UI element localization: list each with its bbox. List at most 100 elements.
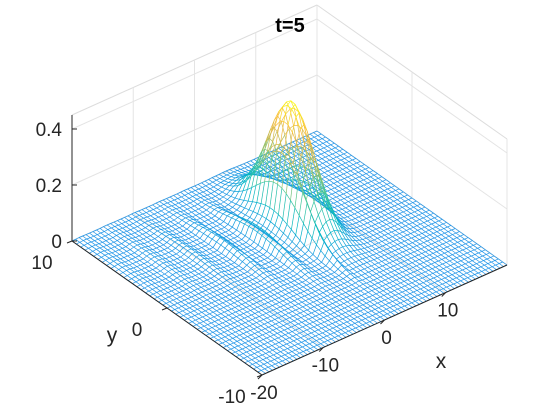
mesh-segment <box>138 235 144 240</box>
mesh-segment <box>260 278 265 282</box>
mesh-segment <box>218 172 223 175</box>
mesh-segment <box>104 254 110 259</box>
mesh-segment <box>276 288 282 292</box>
mesh-segment <box>201 266 206 271</box>
mesh-segment <box>454 228 460 232</box>
mesh-segment <box>329 158 334 161</box>
mesh-segment <box>103 250 109 254</box>
mesh-segment <box>226 172 231 176</box>
mesh-segment <box>233 320 238 324</box>
mesh-segment <box>229 299 235 304</box>
mesh-segment <box>303 160 308 163</box>
mesh-segment <box>222 172 227 176</box>
mesh-segment <box>400 242 406 247</box>
mesh-segment <box>271 278 276 281</box>
mesh-segment <box>176 251 181 255</box>
mesh-segment <box>444 231 449 234</box>
mesh-segment <box>278 173 283 181</box>
mesh-segment <box>294 285 300 289</box>
mesh-segment <box>208 224 214 228</box>
mesh-segment <box>287 306 292 309</box>
mesh-segment <box>219 262 224 265</box>
mesh-segment <box>400 262 406 267</box>
mesh-segment <box>378 182 384 187</box>
mesh-segment <box>225 319 230 322</box>
mesh-segment <box>308 167 313 170</box>
mesh-segment <box>186 289 191 293</box>
mesh-segment <box>322 221 327 227</box>
mesh-segment <box>231 266 236 270</box>
mesh-segment <box>224 240 229 244</box>
mesh-segment <box>131 237 137 242</box>
mesh-segment <box>100 231 105 234</box>
mesh-segment <box>244 226 250 237</box>
mesh-segment <box>254 288 259 293</box>
mesh-segment <box>435 245 440 248</box>
mesh-segment <box>204 244 209 247</box>
mesh-segment <box>213 225 217 228</box>
mesh-segment <box>371 270 377 274</box>
mesh-segment <box>404 220 410 225</box>
mesh-segment <box>172 233 177 235</box>
mesh-segment <box>285 108 291 115</box>
mesh-segment <box>321 206 326 210</box>
mesh-segment <box>269 271 275 275</box>
mesh-segment <box>286 179 291 186</box>
mesh-segment <box>238 190 244 192</box>
mesh-segment <box>365 231 370 235</box>
mesh-segment <box>224 291 230 296</box>
mesh-segment <box>198 273 204 278</box>
mesh-segment <box>348 219 352 222</box>
mesh-segment <box>282 193 287 220</box>
mesh-segment <box>393 219 398 222</box>
mesh-segment <box>323 295 328 298</box>
mesh-segment <box>246 217 251 222</box>
mesh-segment <box>268 260 273 263</box>
mesh-segment <box>144 285 149 289</box>
mesh-segment <box>307 230 313 239</box>
mesh-segment <box>182 310 188 315</box>
mesh-segment <box>335 216 341 227</box>
mesh-segment <box>305 171 311 187</box>
mesh-segment <box>222 262 228 267</box>
mesh-segment <box>219 218 224 222</box>
mesh-segment <box>97 238 103 243</box>
mesh-segment <box>423 242 429 246</box>
mesh-segment <box>281 289 285 292</box>
mesh-segment <box>234 173 239 176</box>
mesh-segment <box>198 316 203 319</box>
mesh-segment <box>248 209 254 212</box>
mesh-segment <box>378 267 384 271</box>
mesh-segment <box>310 286 315 289</box>
mesh-segment <box>347 234 353 241</box>
mesh-segment <box>288 154 294 164</box>
mesh-segment <box>168 209 173 213</box>
mesh-segment <box>328 193 333 196</box>
mesh-segment <box>229 278 235 283</box>
mesh-segment <box>160 249 165 252</box>
mesh-segment <box>180 236 186 241</box>
mesh-segment <box>256 202 262 204</box>
mesh-segment <box>186 313 192 318</box>
mesh-segment <box>404 240 410 245</box>
mesh-segment <box>216 308 221 312</box>
mesh-segment <box>246 285 251 288</box>
mesh-segment <box>153 213 159 218</box>
mesh-segment <box>377 173 383 177</box>
mesh-segment <box>364 207 369 210</box>
mesh-segment <box>130 252 135 255</box>
mesh-segment <box>365 173 371 178</box>
mesh-segment <box>283 251 288 256</box>
mesh-segment <box>108 257 114 262</box>
mesh-segment <box>233 250 238 256</box>
mesh-segment <box>250 330 255 334</box>
mesh-segment <box>372 188 377 191</box>
mesh-segment <box>378 241 383 244</box>
mesh-segment <box>317 153 322 157</box>
mesh-segment <box>367 201 372 204</box>
mesh-segment <box>143 261 148 264</box>
mesh-segment <box>202 276 208 281</box>
mesh-segment <box>252 228 258 233</box>
mesh-segment <box>110 223 116 227</box>
mesh-segment <box>230 191 235 197</box>
